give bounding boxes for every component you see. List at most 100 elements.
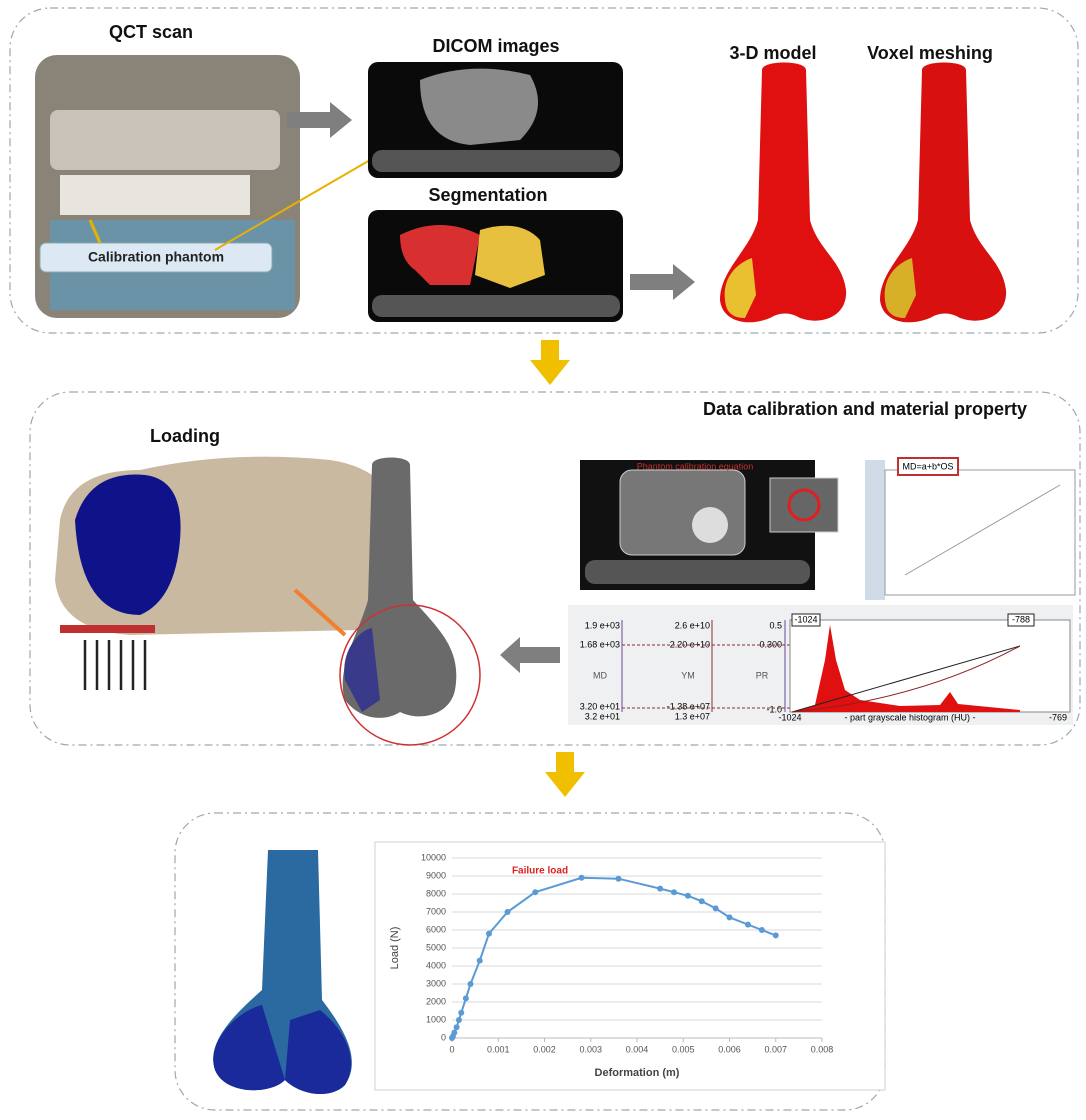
histogram [792,625,1020,712]
tick: 1.9 e+03 [585,620,620,630]
phantom-bar [585,560,810,584]
point [698,898,705,905]
point [671,889,677,896]
label: Voxel meshing [867,43,993,63]
equation-box [897,457,959,476]
axis-label: YM [681,670,695,680]
femur-stress [285,1010,351,1095]
point [458,1009,465,1016]
tick: -1.0 [766,704,782,714]
y-tick-label: 6000 [426,924,446,934]
loaded-region [75,474,181,615]
phantom-slice [619,469,746,556]
phantom-rod [692,507,728,543]
down-arrow [545,752,585,797]
label: Phantom calibration equation [637,461,754,471]
tick: 1.3 e+07 [675,711,710,721]
marker-box [1007,613,1035,627]
calib-plot [884,469,1076,596]
y-tick-label: 0 [441,1032,446,1042]
x-tick-label: 0 [449,1044,454,1054]
zoom-box [769,477,839,533]
y-tick-label: 2000 [426,996,446,1006]
pointer [88,219,102,244]
tick: 0.300 [759,639,782,649]
tick: 3.2 e+01 [585,711,620,721]
tick: -769 [1049,712,1067,722]
point [453,1024,460,1031]
label: Segmentation [428,185,547,205]
label: DICOM images [432,36,559,56]
point [758,927,765,933]
point [657,885,664,892]
tick: 1.68 e+03 [580,639,620,649]
tick: 3.20 e+01 [580,701,620,711]
y-tick-label: 10000 [421,852,446,862]
load-arrows [83,640,147,690]
tick: 0.5 [769,620,782,630]
point [532,889,539,896]
arrow [500,637,560,673]
panel-border [9,7,1079,334]
marker: -788 [1012,614,1030,624]
y-tick-label: 8000 [426,888,446,898]
phantom-slice [372,295,620,317]
arrow [287,102,352,138]
femur-stress [213,1005,285,1091]
seg-yellow [475,225,545,288]
title: Data calibration and material property [703,399,1027,419]
label-box [39,242,273,273]
x-axis-label: Deformation (m) [595,1067,680,1079]
pointer [214,159,371,251]
point [486,930,492,937]
seg-red [400,225,480,285]
marker-box [791,613,821,627]
point [578,874,585,881]
label: Loading [150,426,220,446]
point [745,921,751,928]
curve [791,645,1021,713]
phantom [60,175,250,215]
marker: -1024 [794,614,817,624]
tick: 2.6 e+10 [675,620,710,630]
bone-slice [420,68,538,145]
y-tick-label: 5000 [426,942,446,952]
point [462,995,469,1002]
point [451,1029,458,1036]
label: Calibration phantom [88,249,224,265]
x-tick-label: 0.001 [487,1044,510,1054]
calib-fit [904,484,1061,576]
point [455,1017,462,1023]
x-tick-label: 0.007 [764,1044,787,1054]
femur-model [720,62,847,323]
down-arrow [530,340,570,385]
loaded-region [344,628,380,712]
zoom-circle [339,604,481,746]
point [476,957,483,964]
x-tick-label: 0.003 [579,1044,602,1054]
equation: MD=a+b*OS [902,461,953,471]
point [615,875,622,882]
label: 3-D model [729,43,816,63]
curve [791,645,1021,713]
point [726,914,733,921]
tick: 2.20 e+10 [670,639,710,649]
x-tick-label: 0.002 [533,1044,556,1054]
axis-label: - part grayscale histogram (HU) - [844,712,975,722]
x-tick-label: 0.005 [672,1044,695,1054]
point [467,981,474,987]
point [712,905,719,912]
point [504,909,511,915]
connector [865,460,885,600]
histogram-axes: 1.9 e+03 1.68 e+03 3.20 e+01 3.2 e+01 MD… [580,620,782,721]
scanner-ring [50,110,280,170]
point [772,932,779,939]
femur-mesh [880,62,1007,323]
chart: Load (N) Deformation (m) Failure load 0 1… [389,852,833,1079]
phantom-slice [372,150,620,172]
y-tick-label: 9000 [426,870,446,880]
axis-label: PR [756,670,769,680]
y-tick-label: 3000 [426,978,446,988]
y-tick-label: 7000 [426,906,446,916]
